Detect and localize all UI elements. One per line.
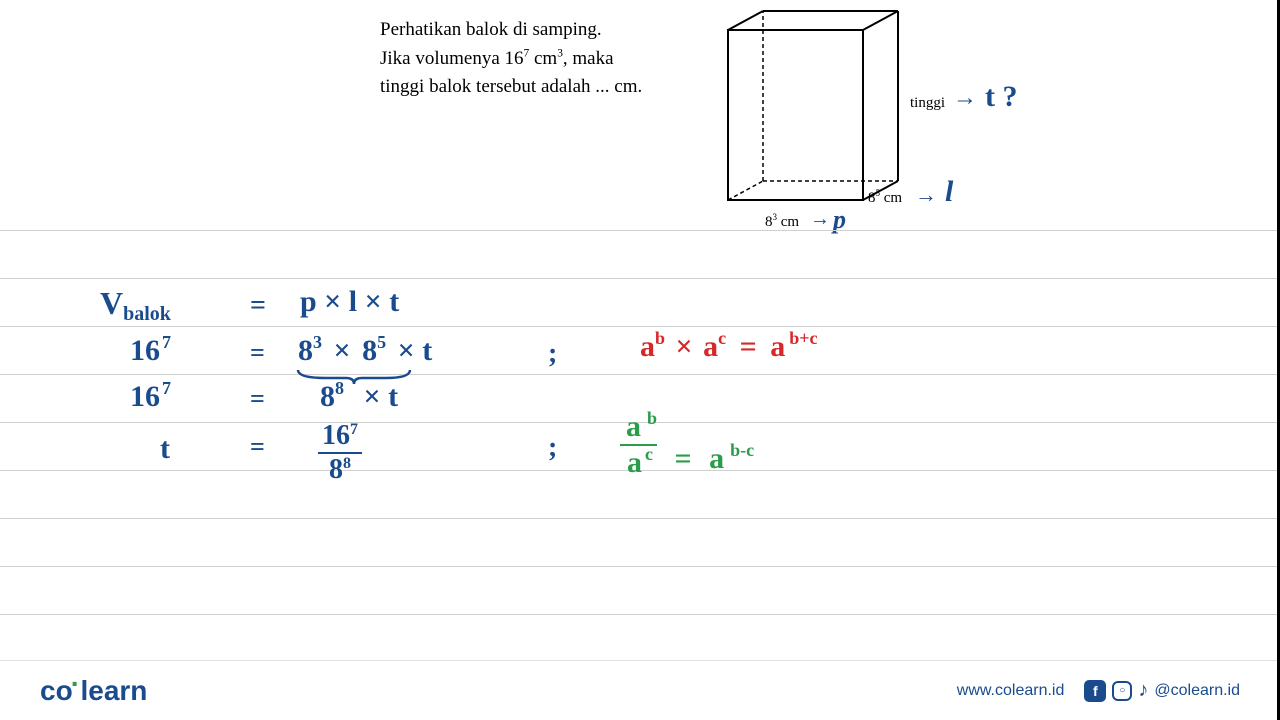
ruled-line: [0, 518, 1280, 519]
ruled-line: [0, 614, 1280, 615]
problem-statement: Perhatikan balok di samping. Jika volume…: [380, 16, 642, 102]
arrow-t: →: [953, 85, 977, 112]
tiktok-icon: ♪: [1138, 679, 1148, 702]
arrow-l: →: [915, 182, 937, 208]
footer-right: www.colearn.id f ○ ♪ @colearn.id: [957, 679, 1240, 702]
ruled-line: [0, 230, 1280, 231]
problem-line-3: tinggi balok tersebut adalah ... cm.: [380, 73, 642, 102]
semicolon-1: ;: [548, 338, 557, 370]
problem-line-1: Perhatikan balok di samping.: [380, 16, 642, 45]
work-l3-lhs: 167: [130, 380, 169, 414]
logo: co.learn: [40, 675, 147, 707]
work-l1-eq: =: [250, 290, 266, 322]
facebook-icon: f: [1084, 680, 1106, 702]
ruled-line: [0, 566, 1280, 567]
annot-t: t ?: [985, 80, 1018, 114]
annot-l: l: [945, 175, 953, 209]
work-l4-lhs: t: [160, 432, 170, 466]
work-l3-eq: =: [250, 384, 265, 414]
semicolon-2: ;: [548, 432, 557, 464]
problem-line-2: Jika volumenya 167 cm3, maka: [380, 45, 642, 74]
work-l4-frac: 167 88: [318, 420, 362, 486]
rule-green: ab ac = ab-c: [620, 410, 748, 480]
instagram-icon: ○: [1112, 681, 1132, 701]
footer-url: www.colearn.id: [957, 682, 1065, 700]
work-l1-v: Vbalok: [100, 285, 171, 322]
logo-dot-icon: .: [71, 661, 79, 692]
work-l4-eq: =: [250, 432, 265, 462]
label-tinggi: tinggi: [910, 95, 945, 112]
work-l3-rhs: 88 × t: [320, 380, 398, 414]
footer: co.learn www.colearn.id f ○ ♪ @colearn.i…: [0, 660, 1280, 720]
footer-handle: @colearn.id: [1154, 682, 1240, 700]
work-l2-rhs: 83 × 85 × t: [298, 334, 432, 368]
work-l2-lhs: 167: [130, 334, 169, 368]
arrow-p: →: [810, 208, 830, 231]
label-length: 85 cm: [868, 188, 902, 207]
work-l1-rhs: p × l × t: [300, 285, 399, 319]
ruled-line: [0, 278, 1280, 279]
label-width: 83 cm: [765, 212, 799, 231]
work-l2-eq: =: [250, 338, 265, 368]
rule-red: ab × ac = ab+c: [640, 330, 814, 364]
ruled-line: [0, 326, 1280, 327]
ruled-line: [0, 374, 1280, 375]
